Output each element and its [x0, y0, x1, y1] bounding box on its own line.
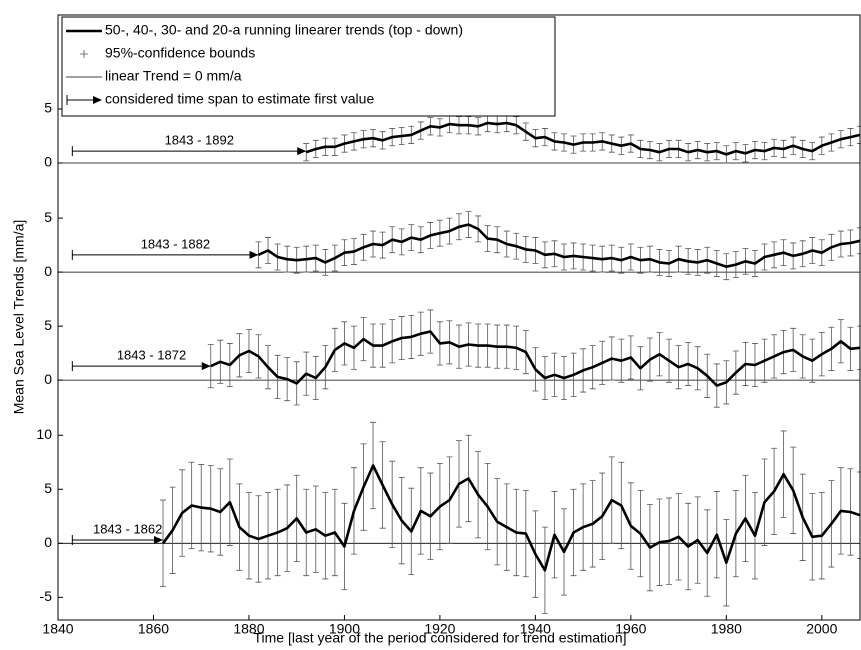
trend-line [210, 330, 861, 387]
trend-line [305, 121, 861, 156]
x-tick-label: 1920 [424, 621, 455, 637]
legend-symbol [93, 96, 102, 104]
span-label: 1843 - 1862 [93, 521, 162, 536]
span-arrow [71, 535, 164, 546]
legend-label: linear Trend = 0 mm/a [105, 68, 242, 84]
y-tick-label: -5 [40, 588, 53, 604]
x-tick-label: 1860 [138, 621, 169, 637]
legend-box [61, 16, 556, 117]
span-label: 1843 - 1872 [117, 348, 186, 363]
y-axis-label: Mean Sea Level Trends [mm/a] [11, 220, 27, 415]
span-label: 1843 - 1882 [141, 236, 210, 251]
y-tick-label: 10 [36, 426, 52, 442]
span-arrow [71, 249, 259, 260]
x-tick-label: 1880 [233, 621, 264, 637]
y-tick-label: 0 [44, 371, 52, 387]
legend-label: 50-, 40-, 30- and 20-a running linearer … [105, 22, 463, 38]
arrow-head [201, 362, 211, 371]
span-arrow [71, 361, 211, 372]
x-tick-label: 2000 [806, 621, 837, 637]
legend-symbol [66, 95, 94, 105]
x-tick-label: 1840 [42, 621, 73, 637]
arrow-head [154, 536, 164, 545]
error-bar [207, 344, 214, 389]
x-tick-label: 1940 [520, 621, 551, 637]
arrow-head [249, 250, 259, 259]
y-tick-label: 0 [44, 263, 52, 279]
x-tick-label: 1960 [615, 621, 646, 637]
legend-label: considered time span to estimate first v… [105, 91, 374, 107]
y-tick-label: 5 [44, 317, 52, 333]
x-tick-label: 1900 [329, 621, 360, 637]
plot-frame [57, 14, 861, 621]
y-tick-label: 5 [44, 480, 52, 496]
legend-symbol [80, 50, 88, 58]
y-tick-label: 0 [44, 534, 52, 550]
y-tick-label: 0 [44, 154, 52, 170]
arrow-head [297, 147, 307, 156]
legend-label: 95%-confidence bounds [105, 45, 255, 61]
trend-line [161, 464, 861, 572]
y-tick-label: 5 [44, 100, 52, 116]
x-tick-label: 1980 [711, 621, 742, 637]
x-axis-label: Time [last year of the period considered… [254, 630, 627, 646]
error-bar [255, 241, 262, 269]
y-tick-label: 5 [44, 209, 52, 225]
span-label: 1843 - 1892 [165, 133, 234, 148]
span-arrow [71, 146, 307, 157]
trend-line [257, 223, 861, 268]
